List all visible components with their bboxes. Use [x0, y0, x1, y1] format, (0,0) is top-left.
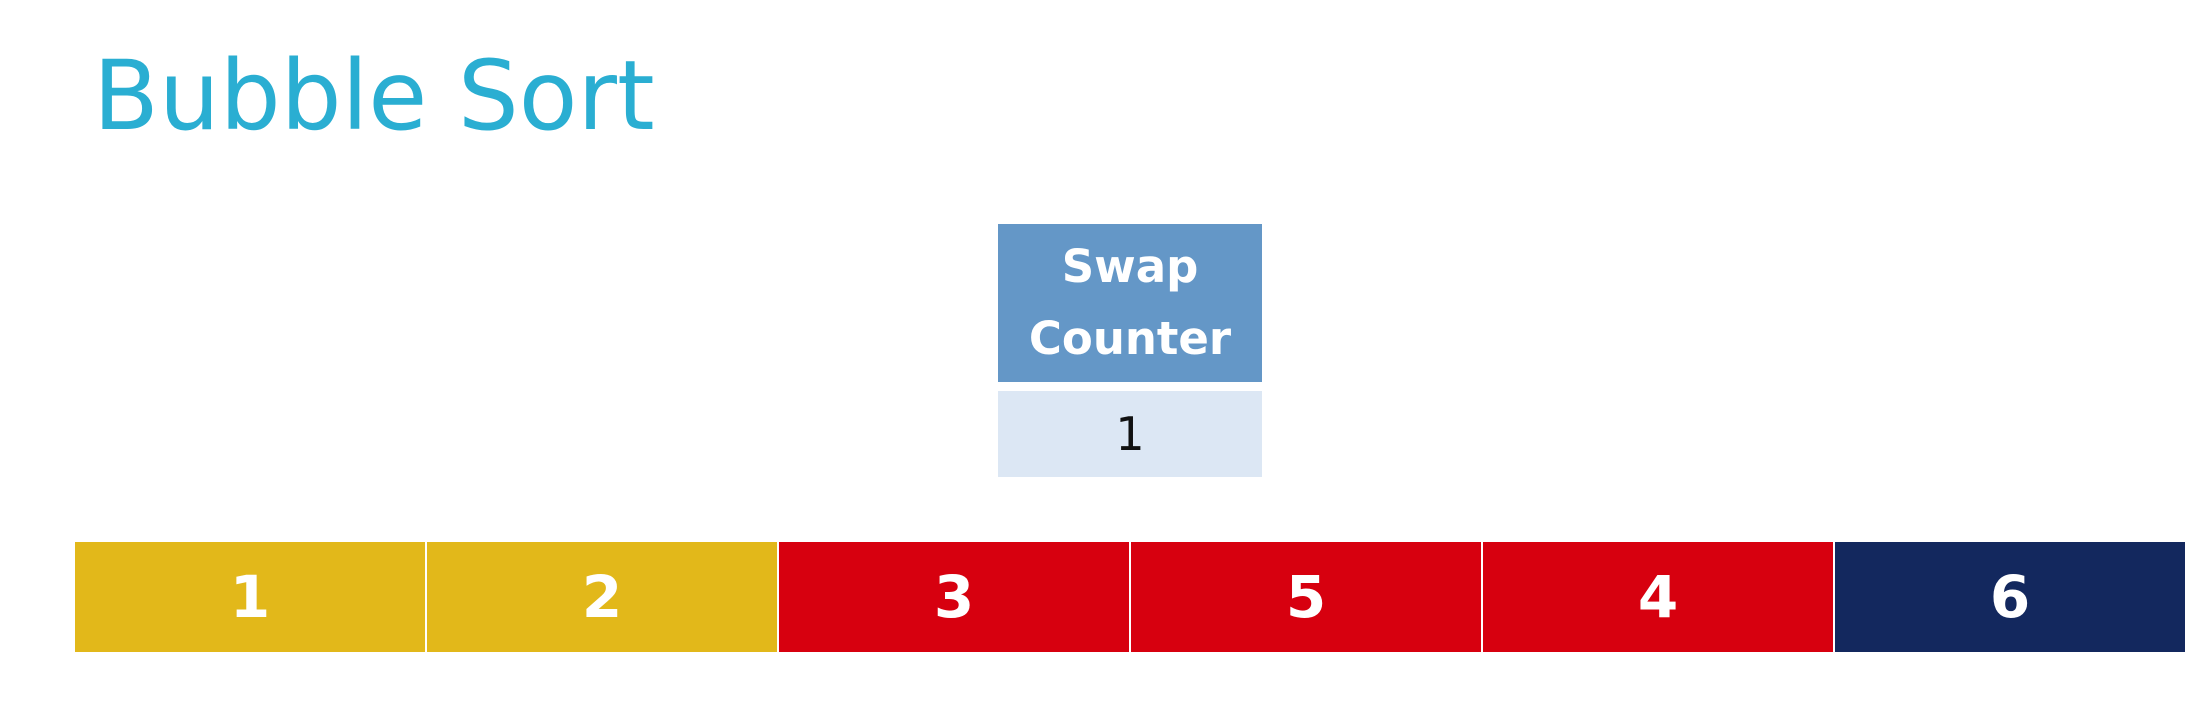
swap-counter: Swap Counter 1 [998, 224, 1262, 477]
array-cell-1: 2 [427, 542, 777, 652]
swap-counter-divider [998, 382, 1262, 391]
array-cell-4: 4 [1483, 542, 1833, 652]
array-row: 1 2 3 5 4 6 [75, 542, 2185, 652]
array-cell-2: 3 [779, 542, 1129, 652]
array-cell-3: 5 [1131, 542, 1481, 652]
page-title: Bubble Sort [93, 40, 655, 152]
swap-counter-label: Swap Counter [998, 224, 1262, 382]
array-cell-5: 6 [1835, 542, 2185, 652]
array-cell-0: 1 [75, 542, 425, 652]
swap-counter-value: 1 [998, 391, 1262, 477]
